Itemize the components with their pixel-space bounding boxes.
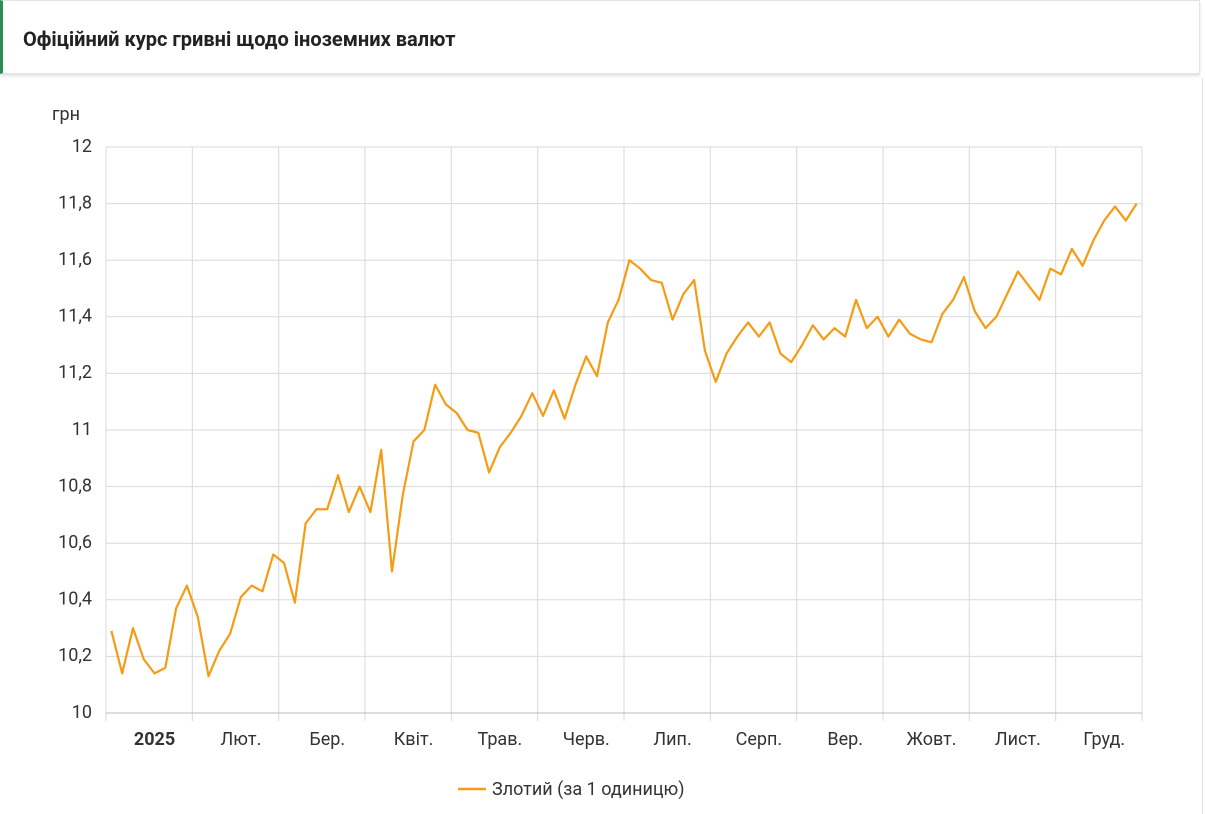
x-tick-label: Трав.: [478, 729, 523, 750]
x-tick-label: Жовт.: [907, 729, 957, 750]
legend-label: Злотий (за 1 одиницю): [492, 779, 685, 800]
y-tick-label: 10,2: [58, 645, 92, 666]
x-tick-label: Квіт.: [394, 729, 434, 750]
y-tick-label: 11,6: [58, 249, 92, 270]
y-tick-label: 10,4: [58, 589, 92, 610]
x-tick-label: Черв.: [563, 729, 610, 750]
header-title: Офіційний курс гривні щодо іноземних вал…: [23, 27, 456, 51]
x-tick-label: Вер.: [827, 729, 863, 750]
y-tick-label: 12: [72, 136, 92, 157]
y-tick-label: 11: [72, 419, 92, 440]
x-tick-label: Серп.: [736, 729, 783, 750]
x-tick-label: Лют.: [220, 729, 261, 750]
x-tick-label: Бер.: [309, 729, 345, 750]
y-tick-label: 11,8: [58, 192, 92, 213]
y-tick-label: 10,6: [58, 532, 92, 553]
header: Офіційний курс гривні щодо іноземних вал…: [0, 0, 1200, 74]
y-tick-label: 11,4: [58, 306, 92, 327]
chart-panel: [0, 78, 1203, 814]
y-tick-label: 10,8: [58, 475, 92, 496]
line: [110, 203, 1138, 678]
y-tick-label: 10: [72, 702, 92, 723]
x-tick-label: 2025: [134, 729, 175, 750]
y-tick-label: 11,2: [58, 362, 92, 383]
y-axis-label: грн: [52, 104, 80, 125]
x-tick-label: Лист.: [995, 729, 1041, 750]
x-tick-label: Груд.: [1083, 729, 1125, 750]
x-tick-label: Лип.: [653, 729, 691, 750]
